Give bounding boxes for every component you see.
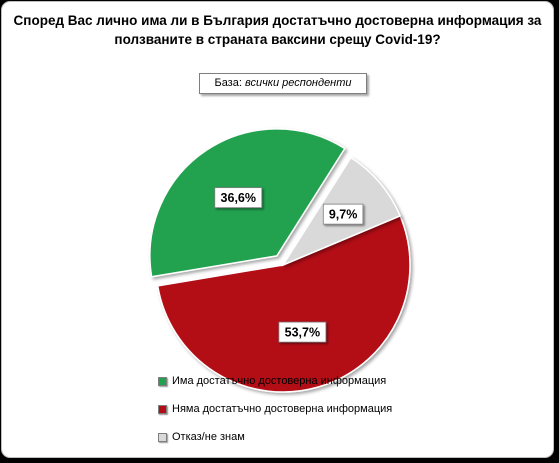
chart-frame: Според Вас лично има ли в България доста…	[1, 1, 554, 458]
legend: Има достатъчно достоверна информация Няма…	[158, 374, 392, 457]
legend-label-3: Отказ/не знам	[172, 431, 245, 443]
legend-item-3: Отказ/не знам	[158, 430, 392, 444]
base-value: всички респонденти	[244, 77, 352, 89]
data-label-2: 53,7%	[278, 321, 327, 343]
legend-swatch-3	[158, 432, 167, 442]
legend-label-2: Няма достатъчно достоверна информация	[172, 403, 393, 415]
data-label-text-2: 53,7%	[285, 326, 320, 340]
data-label-text-1: 36,6%	[221, 191, 256, 205]
legend-item-2: Няма достатъчно достоверна информация	[158, 402, 392, 416]
base-box: База: всички респонденти	[199, 73, 367, 94]
data-label-text-3: 9,7%	[329, 208, 358, 222]
pie-slice-2	[156, 214, 411, 393]
pie-chart: 36,6% 53,7% 9,7%	[149, 128, 411, 393]
legend-item-1: Има достатъчно достоверна информация	[158, 374, 392, 388]
data-label-3: 9,7%	[322, 203, 364, 225]
legend-swatch-1	[158, 376, 167, 386]
base-label: База:	[214, 77, 242, 89]
legend-swatch-2	[158, 404, 167, 414]
data-label-1: 36,6%	[214, 187, 263, 209]
chart-title: Според Вас лично има ли в България доста…	[13, 13, 542, 47]
legend-label-1: Има достатъчно достоверна информация	[172, 375, 387, 387]
